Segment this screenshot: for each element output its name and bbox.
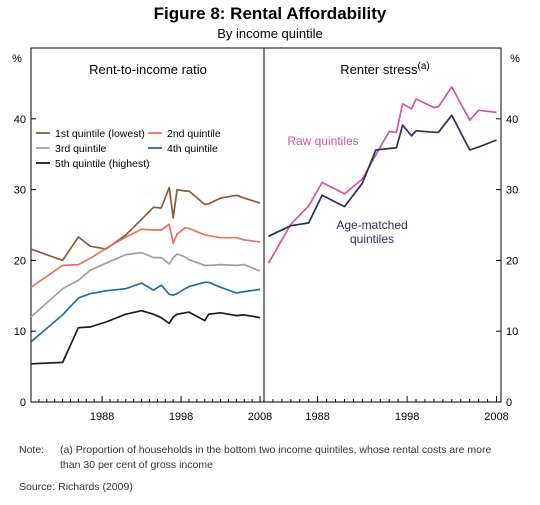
left-x-tick-label: 2008 <box>248 411 272 423</box>
left-series-line-2 <box>30 223 261 288</box>
left-series-line-5 <box>30 309 261 365</box>
right-series-line-2 <box>268 114 497 238</box>
axis-ticks: 0 10 20 30 40 1988 1998 2008 0 10 20 30 40 1988 1998 20… <box>14 114 519 423</box>
right-y-tick-label: 0 <box>506 397 512 409</box>
legend-label: 5th quintile (highest) <box>55 158 150 170</box>
right-x-tick-label: 1998 <box>395 411 419 423</box>
annotation-age-matched-2: quintiles <box>350 232 394 246</box>
right-panel-title-main: Renter stress <box>340 62 418 77</box>
right-panel-title: Renter stress(a) <box>340 61 430 77</box>
right-series-line-1 <box>267 86 497 264</box>
left-y-tick-label: 40 <box>14 114 26 126</box>
right-y-tick-label: 10 <box>506 326 518 338</box>
right-axis-unit: % <box>510 53 520 65</box>
right-y-tick-label: 20 <box>506 255 518 267</box>
figure-title: Figure 8: Rental Affordability <box>153 4 387 23</box>
left-panel-lines <box>30 186 261 365</box>
left-y-tick-label: 10 <box>14 326 26 338</box>
left-series-line-1 <box>30 186 261 262</box>
annotation-raw-quintiles: Raw quintiles <box>287 134 358 148</box>
right-panel-lines <box>267 86 497 264</box>
right-x-tick-label: 2008 <box>484 411 508 423</box>
annotation-age-matched-line2: quintiles <box>350 232 394 246</box>
legend-label: 3rd quintile <box>55 143 107 155</box>
left-axis-unit: % <box>12 53 22 65</box>
source-label: Source: <box>19 481 56 493</box>
left-y-tick-label: 30 <box>14 185 26 197</box>
note-label: Note: <box>19 444 45 456</box>
legend-label: 4th quintile <box>167 143 218 155</box>
left-y-tick-label: 20 <box>14 255 26 267</box>
legend-label: 2nd quintile <box>167 128 221 140</box>
left-panel-title: Rent-to-income ratio <box>89 62 207 77</box>
annotation-age-matched-line1: Age-matched <box>336 218 407 232</box>
left-y-tick-label: 0 <box>20 397 26 409</box>
legend-label: 1st quintile (lowest) <box>55 128 145 140</box>
left-series-line-3 <box>30 251 261 318</box>
legend: 1st quintile (lowest) 2nd quintile 3rd qui… <box>36 128 221 170</box>
annotation-age-matched-1: Age-matched <box>336 218 407 232</box>
note-text: (a) Proportion of households in the bott… <box>60 444 492 471</box>
source-line: Source: Richards (2009) <box>19 480 133 495</box>
plot-frame <box>30 47 502 403</box>
chart-area: Rent-to-income ratio Renter stress(a) % … <box>12 47 520 423</box>
figure-subtitle: By income quintile <box>217 26 323 41</box>
right-x-tick-label: 1988 <box>305 411 329 423</box>
left-x-tick-label: 1988 <box>90 411 114 423</box>
right-y-tick-label: 30 <box>506 185 518 197</box>
source-text: Richards (2009) <box>58 481 133 493</box>
left-series-line-4 <box>30 281 261 343</box>
left-x-tick-label: 1998 <box>169 411 193 423</box>
right-panel-title-superscript: (a) <box>418 61 430 72</box>
right-y-tick-label: 40 <box>506 114 518 126</box>
